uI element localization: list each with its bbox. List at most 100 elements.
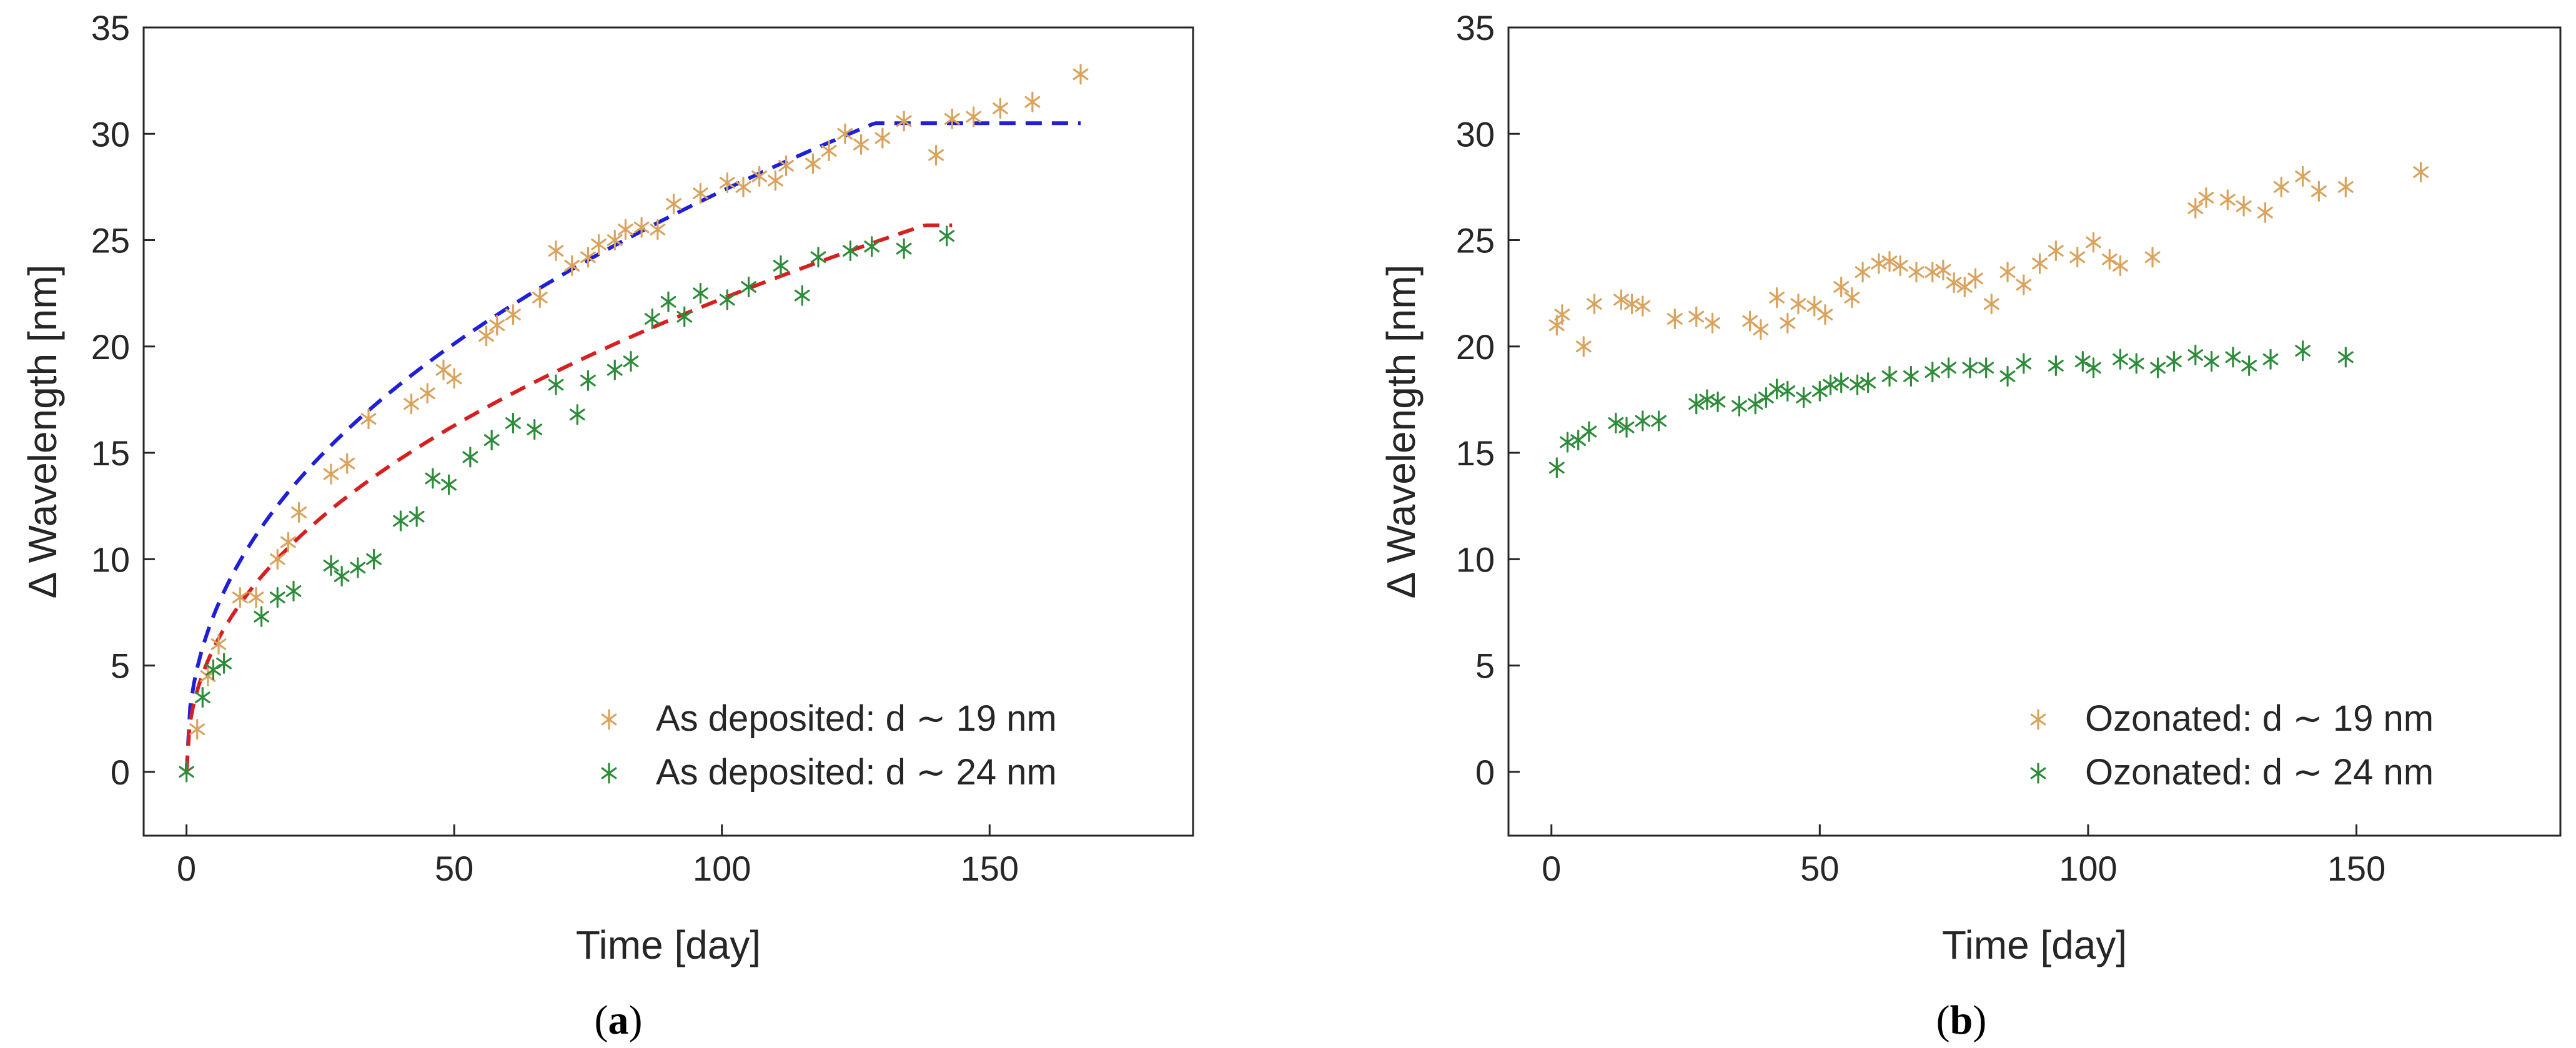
data-point — [896, 111, 912, 132]
chart-panel-a: 0 50 100 150 0 5 10 15 20 25 30 35 Time [day] Δ Wav… — [20, 8, 1194, 1043]
data-point — [2311, 180, 2327, 202]
data-point — [1892, 255, 1908, 276]
data-point — [1548, 457, 1565, 478]
data-point — [2069, 247, 2086, 268]
data-point — [1855, 262, 1871, 283]
data-point — [1667, 308, 1683, 330]
data-point — [2048, 355, 2064, 377]
y-tick-label: 25 — [1456, 221, 1495, 260]
legend-marker-b-0 — [2030, 709, 2046, 730]
data-point — [323, 463, 339, 485]
data-point — [2295, 166, 2311, 187]
data-point — [435, 359, 452, 380]
legend-a: As deposited: d ∼ 19 nm As deposited: d … — [601, 698, 1057, 793]
data-point — [216, 653, 232, 674]
data-point — [719, 172, 735, 194]
y-tick-label: 15 — [91, 433, 130, 473]
fit-curves-a — [184, 121, 1081, 773]
data-point — [1925, 362, 1941, 383]
data-point — [2166, 351, 2182, 372]
data-series-b — [1548, 161, 2429, 478]
data-point — [1710, 391, 1726, 412]
x-tick-label: 0 — [177, 849, 196, 888]
data-point — [505, 412, 521, 433]
data-point — [1024, 91, 1041, 112]
data-point — [248, 587, 264, 608]
data-point — [527, 418, 543, 440]
data-point — [623, 351, 639, 372]
data-point — [1817, 304, 1833, 325]
data-point — [1587, 294, 1602, 315]
data-point — [821, 140, 837, 162]
data-point — [1903, 365, 1919, 387]
data-point — [280, 531, 296, 553]
data-point — [966, 106, 981, 127]
data-point — [2086, 232, 2101, 253]
data-point — [404, 393, 419, 415]
data-point — [607, 359, 623, 380]
data-point — [676, 306, 693, 327]
data-point — [1635, 295, 1651, 317]
series-1 — [179, 225, 955, 783]
data-point — [548, 240, 564, 262]
data-point — [2273, 176, 2289, 197]
x-tick-label: 50 — [1800, 849, 1839, 888]
panel-label-b: (b) — [1936, 997, 1987, 1043]
data-point — [896, 238, 912, 259]
data-point — [1742, 310, 1758, 332]
x-tick-label: 150 — [2327, 849, 2385, 888]
data-point — [633, 217, 650, 238]
data-point — [2032, 253, 2048, 274]
data-point — [1844, 287, 1860, 309]
data-point — [607, 229, 623, 251]
data-point — [2337, 347, 2354, 368]
data-point — [569, 404, 585, 425]
data-point — [211, 633, 227, 655]
data-point — [2225, 347, 2241, 368]
axes-ticks-b: 0 50 100 150 0 5 10 15 20 25 30 35 — [1456, 8, 2386, 888]
legend-label-a-1: As deposited: d ∼ 24 nm — [656, 752, 1057, 793]
data-point — [564, 255, 580, 276]
data-point — [735, 176, 751, 197]
data-point — [741, 276, 756, 298]
data-point — [1935, 259, 1951, 280]
series-0 — [1548, 161, 2429, 357]
y-tick-label: 10 — [91, 540, 130, 579]
data-point — [409, 506, 425, 527]
x-axis-label-b: Time [day] — [1942, 922, 2127, 967]
data-point — [1796, 387, 1811, 408]
data-point — [505, 304, 521, 325]
data-point — [254, 606, 269, 627]
data-point — [1731, 395, 1747, 417]
y-tick-label: 35 — [1456, 8, 1495, 47]
data-point — [269, 548, 285, 570]
data-point — [1860, 372, 1876, 393]
data-point — [2113, 255, 2128, 276]
data-point — [864, 236, 880, 257]
data-point — [837, 123, 853, 144]
data-point — [1941, 357, 1956, 378]
data-point — [1688, 393, 1705, 415]
data-point — [269, 587, 285, 608]
data-point — [1554, 304, 1570, 325]
legend-marker-icon — [601, 763, 617, 784]
data-series-a — [179, 64, 1089, 783]
data-point — [366, 548, 382, 570]
data-point — [1881, 250, 1898, 272]
data-point — [2295, 340, 2311, 362]
data-point — [2086, 357, 2101, 378]
panel-letter-b: b — [1950, 997, 1973, 1043]
data-point — [843, 240, 858, 262]
legend-b: Ozonated: d ∼ 19 nm Ozonated: d ∼ 24 nm — [2030, 698, 2434, 793]
data-point — [993, 97, 1008, 119]
data-point — [2204, 351, 2219, 372]
data-point — [462, 447, 478, 468]
data-point — [291, 502, 307, 523]
data-point — [1908, 262, 1925, 283]
data-point — [446, 368, 462, 389]
data-point — [580, 370, 596, 391]
data-point — [1758, 387, 1774, 408]
data-point — [334, 565, 350, 587]
data-point — [478, 325, 494, 347]
